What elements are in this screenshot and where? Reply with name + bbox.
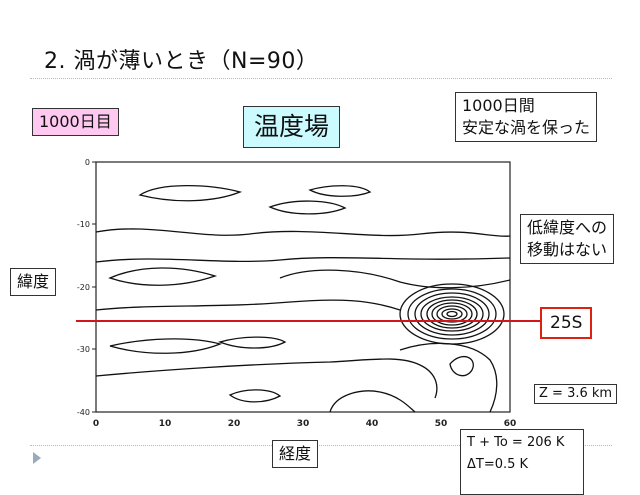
contour-band [95, 228, 511, 237]
temperature-note: T + To = 206 K ΔT=0.5 K [460, 429, 584, 495]
contour-band [399, 342, 498, 413]
contour-band [329, 390, 416, 413]
kept-stable-note: 1000日間 安定な渦を保った [455, 92, 598, 142]
x-tick-2: 20 [228, 419, 241, 429]
y-tick-1: -10 [77, 220, 90, 229]
x-tick-0: 0 [93, 419, 99, 429]
y-axis: 0 -10 -20 -30 -40 [77, 158, 96, 417]
contour-band [95, 299, 401, 311]
x-tick-6: 60 [504, 419, 517, 429]
vortex-contours [399, 283, 505, 345]
latitude-label: 緯度 [10, 268, 57, 296]
delta-temperature-line: ΔT=0.5 K [467, 457, 529, 472]
contour-cell [268, 200, 347, 215]
contour-band [95, 358, 438, 399]
contour-band [279, 269, 511, 289]
nav-arrow-icon[interactable] [33, 452, 41, 464]
bottom-divider [30, 445, 612, 446]
contour-cell [228, 389, 282, 403]
y-tick-3: -30 [77, 345, 90, 354]
kept-note-line-1: 1000日間 [462, 96, 535, 115]
contour-plot: 0 -10 -20 -30 -40 0 10 20 30 40 50 60 [77, 158, 516, 429]
no-move-note: 低緯度への 移動はない [520, 214, 615, 264]
field-label-box: 温度場 [243, 106, 341, 148]
y-tick-2: -20 [77, 283, 90, 292]
no-move-line-2: 移動はない [527, 240, 608, 259]
x-tick-5: 50 [435, 419, 448, 429]
x-tick-4: 40 [366, 419, 379, 429]
latitude-marker-line [76, 320, 540, 322]
contour-lines [95, 185, 511, 413]
contour-cell [109, 338, 223, 354]
slide-title: 2. 渦が薄いとき（N=90） [44, 49, 319, 74]
x-tick-1: 10 [159, 419, 172, 429]
title-divider [30, 78, 612, 79]
height-label: Z = 3.6 km [534, 384, 618, 404]
y-tick-0: 0 [85, 158, 90, 167]
x-axis: 0 10 20 30 40 50 60 [93, 419, 516, 429]
plot-frame [95, 161, 511, 413]
temperature-line: T + To = 206 K [467, 435, 565, 450]
no-move-line-1: 低緯度への [527, 218, 608, 237]
contour-cell [138, 185, 243, 202]
y-tick-4: -40 [77, 408, 90, 417]
contour-cell [449, 355, 474, 377]
contour-cell [108, 267, 218, 286]
contour-band [95, 257, 511, 263]
kept-note-line-2: 安定な渦を保った [462, 118, 591, 137]
day-label-box: 1000日目 [32, 108, 119, 136]
contour-cell [217, 336, 287, 349]
marker-label-25s: 25S [540, 307, 593, 339]
longitude-label: 経度 [272, 440, 319, 468]
contour-cell [308, 185, 372, 197]
x-tick-3: 30 [297, 419, 310, 429]
